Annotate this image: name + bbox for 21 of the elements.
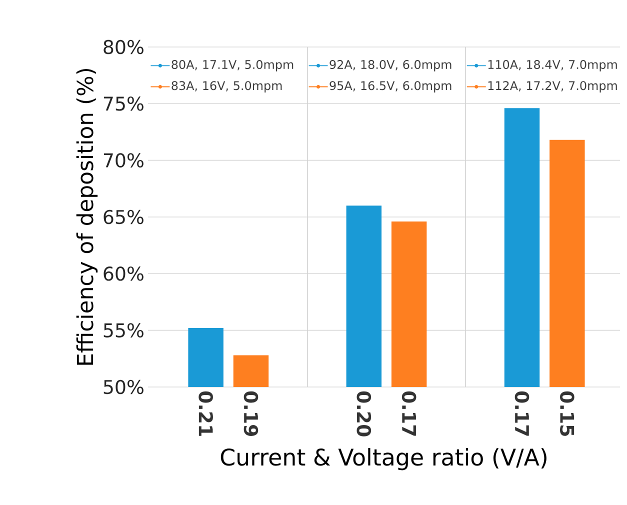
- x-tick-label: 0.15: [560, 391, 574, 436]
- y-tick-label: 70%: [104, 153, 144, 168]
- y-tick-label: 55%: [104, 323, 144, 338]
- x-axis-title: Current & Voltage ratio (V/A): [220, 448, 546, 470]
- legend-label: 112A, 17.2V, 7.0mpm: [488, 81, 617, 92]
- y-axis-title: Efficiency of deposition (%): [76, 68, 98, 365]
- y-tick-label: 50%: [104, 380, 144, 394]
- y-tick-label: 60%: [104, 266, 144, 281]
- y-tick-label: 65%: [104, 210, 144, 224]
- x-tick-label: 0.17: [514, 391, 530, 436]
- y-tick-label: 80%: [104, 40, 144, 54]
- x-tick-label: 0.17: [402, 391, 416, 436]
- y-tick-label: 75%: [104, 96, 144, 111]
- legend-label: 83A, 16V, 5.0mpm: [172, 81, 282, 92]
- legend-label: 95A, 16.5V, 6.0mpm: [330, 81, 452, 92]
- legend-label: 92A, 18.0V, 6.0mpm: [330, 60, 452, 72]
- x-tick-label: 0.19: [244, 391, 258, 436]
- legend-label: 110A, 18.4V, 7.0mpm: [488, 60, 617, 72]
- legend-label: 80A, 17.1V, 5.0mpm: [172, 60, 294, 72]
- x-tick-label: 0.21: [198, 391, 213, 436]
- x-tick-label: 0.20: [356, 391, 372, 436]
